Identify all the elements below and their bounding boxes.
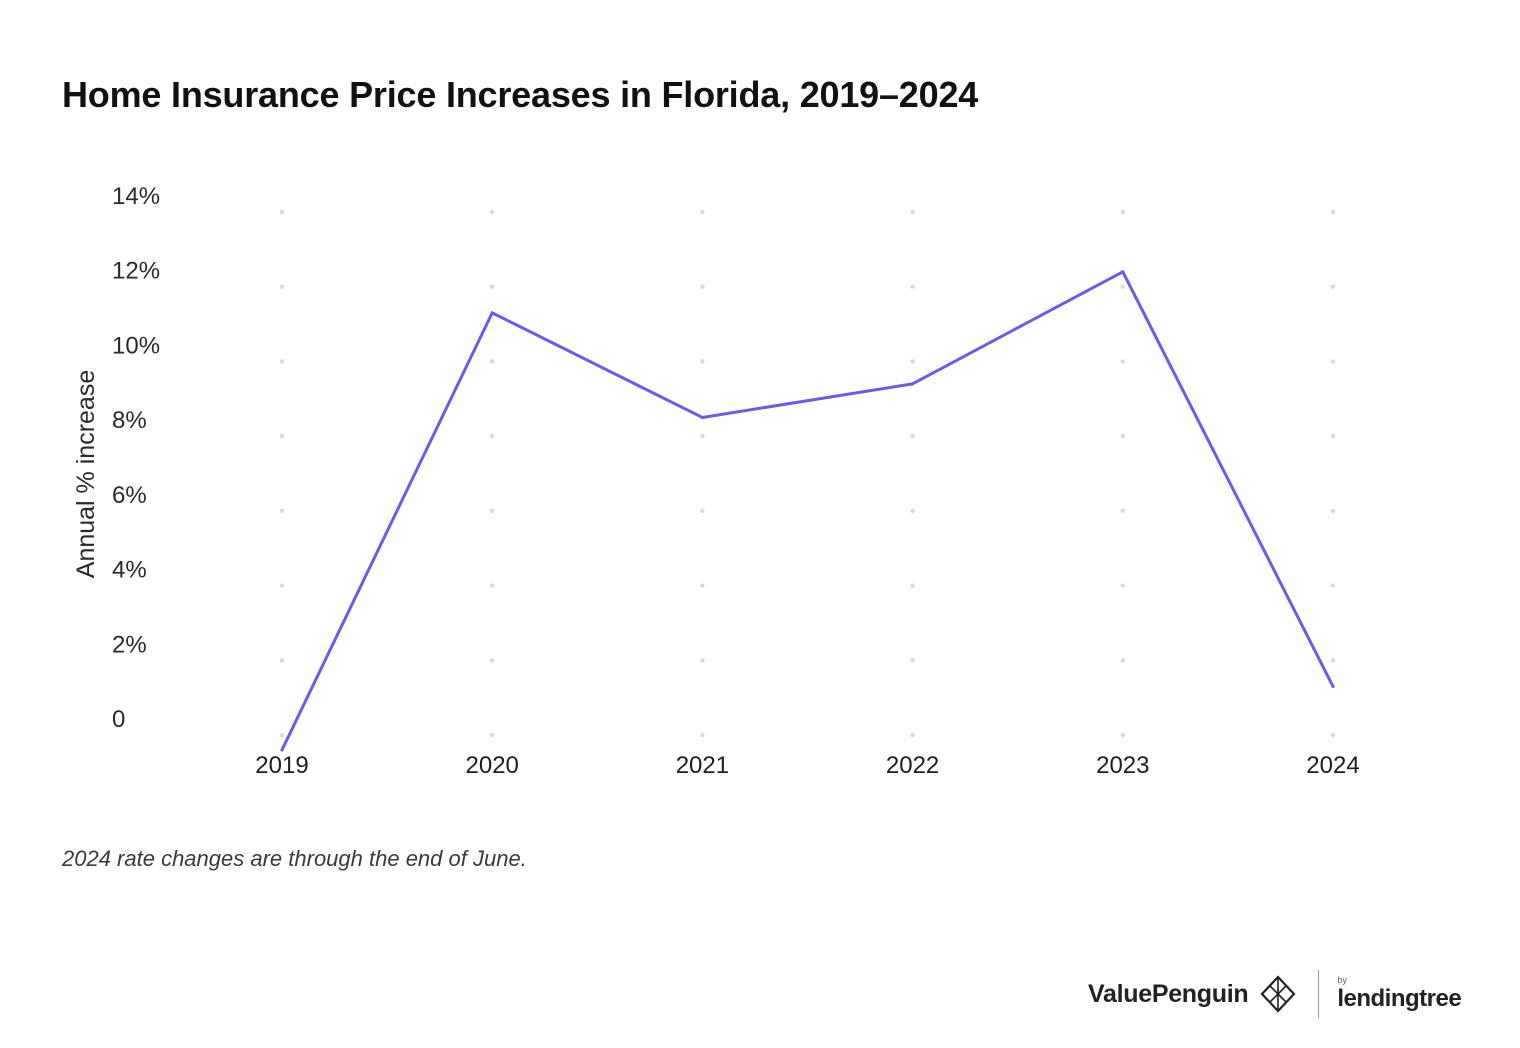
line-chart: 02%4%6%8%10%12%14% 2019 2020 2021 2022 2023 2…	[72, 183, 1360, 779]
x-tick-label: 2021	[676, 752, 729, 779]
grid-dot	[700, 508, 705, 514]
grid-dot	[1120, 433, 1126, 439]
grid-dot	[279, 583, 285, 588]
y-axis-label: Annual % increase	[72, 370, 100, 578]
grid-dot	[1120, 732, 1126, 738]
grid-dot	[490, 433, 495, 439]
grid-dot	[1330, 732, 1336, 738]
grid-dot	[700, 658, 705, 663]
grid-dot	[910, 284, 915, 289]
grid-dot	[1120, 359, 1126, 364]
y-tick-label: 12%	[112, 258, 160, 285]
brand-divider	[1318, 970, 1320, 1018]
chart-title: Home Insurance Price Increases in Florid…	[62, 74, 979, 115]
brand-lendingtree: by lendingtree	[1337, 974, 1462, 1013]
brand-valuepenguin-text: ValuePenguin	[1088, 979, 1249, 1008]
x-tick-label: 2024	[1306, 752, 1359, 779]
grid-dot	[910, 508, 915, 514]
grid-dot	[700, 583, 705, 588]
grid-dot	[1120, 508, 1126, 514]
grid-dot	[1330, 209, 1336, 215]
grid-dot	[910, 433, 915, 439]
grid-dot	[910, 209, 915, 215]
grid-dot	[700, 433, 705, 439]
data-point	[280, 748, 284, 752]
data-point	[911, 382, 915, 386]
grid-dot	[700, 732, 705, 738]
brand-by-text: by	[1337, 974, 1347, 985]
grid-dot	[279, 658, 285, 663]
grid-dot	[279, 284, 285, 289]
grid-dot	[1120, 583, 1126, 588]
grid-dot	[1330, 583, 1336, 588]
data-point	[700, 415, 705, 420]
grid-dot	[910, 359, 915, 364]
grid-dot	[490, 359, 495, 364]
series-line	[280, 270, 1335, 752]
y-axis-ticks: 0 2% 4% 6% 8% 10% 12% 14%	[112, 183, 160, 733]
grid-dot	[279, 359, 285, 364]
grid-dot	[700, 359, 705, 364]
grid-dot	[490, 658, 495, 663]
grid-dot	[490, 583, 495, 588]
grid-dot	[1330, 359, 1336, 364]
footnote: 2024 rate changes are through the end of…	[62, 846, 527, 871]
y-tick-label: 10%	[112, 332, 160, 359]
grid-dot	[490, 284, 495, 289]
y-tick-label: 6%	[112, 482, 147, 509]
grid-dot	[700, 209, 705, 215]
y-tick-label: 0	[112, 706, 125, 733]
grid-dot	[1330, 433, 1336, 439]
grid-dot	[490, 508, 495, 514]
grid-dot	[700, 284, 705, 289]
grid-dot	[910, 583, 915, 588]
grid-dot	[279, 732, 285, 738]
x-tick-label: 2020	[466, 752, 519, 779]
grid-dot	[490, 209, 495, 215]
grid-dot	[279, 433, 285, 439]
grid-dot	[910, 658, 915, 663]
grid-dot	[490, 732, 495, 738]
y-tick-label: 14%	[112, 183, 160, 210]
x-tick-label: 2019	[255, 752, 308, 779]
series	[280, 270, 1335, 752]
x-tick-label: 2023	[1096, 752, 1149, 779]
y-tick-label: 4%	[112, 557, 147, 584]
grid-dot	[1120, 658, 1126, 663]
grid-dot	[910, 732, 915, 738]
grid	[279, 209, 1336, 738]
x-tick-label: 2022	[886, 752, 939, 779]
brand-lendingtree-text: lendingtree	[1337, 984, 1462, 1012]
grid-dot	[1330, 284, 1336, 289]
data-point	[490, 311, 494, 315]
brand-logo: ValuePenguin by lendingtree	[1088, 966, 1462, 1022]
grid-dot	[1330, 658, 1336, 663]
grid-dot	[1120, 284, 1126, 289]
grid-dot	[279, 209, 285, 215]
grid-dot	[1330, 508, 1336, 514]
data-point	[1121, 270, 1125, 274]
grid-dot	[279, 508, 285, 514]
penguin-diamond-icon	[1258, 974, 1298, 1014]
grid-dot	[1120, 209, 1126, 215]
y-tick-label: 8%	[112, 407, 147, 434]
y-tick-label: 2%	[112, 631, 147, 658]
x-axis-ticks: 2019 2020 2021 2022 2023 2024	[255, 752, 1359, 779]
data-point	[1331, 684, 1335, 689]
